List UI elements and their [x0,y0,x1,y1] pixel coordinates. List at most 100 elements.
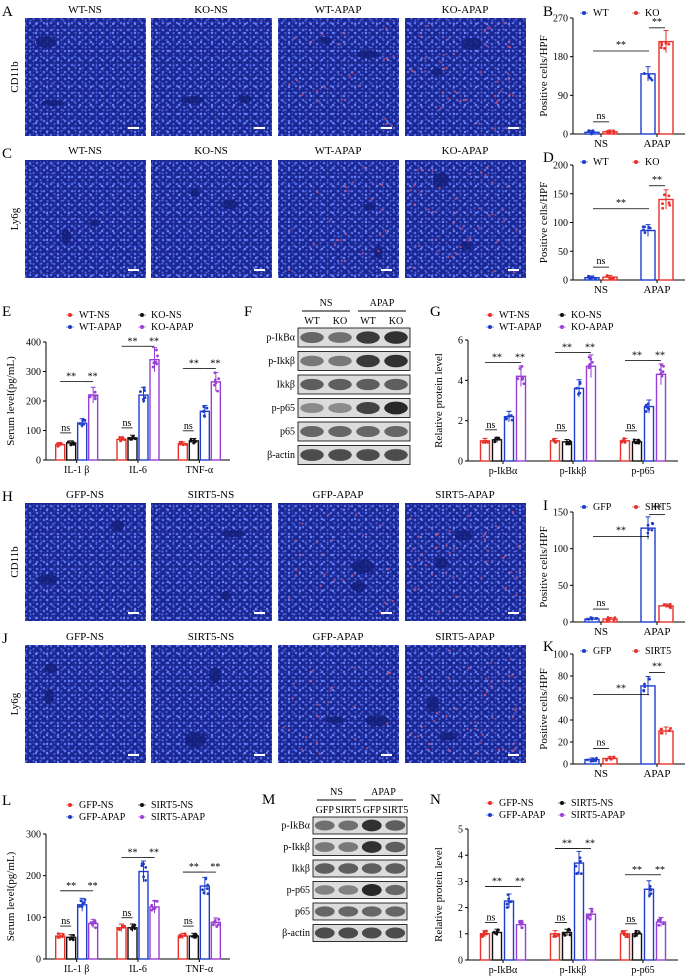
stained-cell [467,514,471,517]
bar-sirt5-ns [127,927,138,960]
data-point [178,933,182,937]
bar-gfp-apap [573,862,585,961]
bar-gfp-apap [199,885,211,960]
data-point [180,440,184,444]
stained-cell [288,596,291,599]
stained-cell [382,58,386,61]
stained-cell [514,709,517,712]
data-point [651,522,655,526]
bar-wt-apap [199,410,211,461]
blot-band [338,885,359,895]
stained-cell [419,35,422,38]
data-point [660,43,664,47]
data-point [605,274,609,278]
data-point [610,276,614,280]
bar-ko [658,198,674,281]
data-point [643,682,646,686]
stained-cell [500,208,503,211]
blot-band [328,402,352,414]
sig-label: ns [123,418,132,429]
scale-bar [128,612,139,614]
data-point [568,933,572,937]
blot-band [361,884,382,896]
stained-cell [417,735,420,738]
legend-label: WT [593,157,609,168]
stained-cell [495,240,498,244]
data-point [661,202,664,206]
stained-cell [480,576,483,579]
stained-cell [450,255,454,258]
panel-letter-j: J [2,631,8,647]
blot-band [300,425,324,438]
bar-sirt5-apap [210,921,222,960]
blot-protein-label: Ikkβ [277,380,295,391]
blot-band [314,820,335,831]
blot-lane-label: WT [304,316,320,327]
stained-cell [441,91,445,94]
stained-cell [425,564,428,567]
y-tick-label: 100 [553,544,568,555]
stained-cell [426,24,429,27]
data-point [659,46,663,50]
micro-vessel [189,188,200,197]
sig-label: ** [616,40,626,51]
stained-cell [300,748,304,751]
bar-sirt5-apap [655,921,667,961]
data-point [668,203,672,207]
sig-label: ** [492,877,502,888]
data-point [669,727,673,730]
blot-protein-label: p-IkBα [266,333,295,344]
data-point [58,934,62,938]
micro-vessel [363,203,376,211]
stained-cell [344,185,348,189]
stained-cell [499,90,502,93]
y-axis-label: Positive cells/HPF [538,182,550,264]
x-category-label: p-p65 [631,466,654,477]
stained-cell [412,70,415,73]
legend-label: KO [645,8,659,19]
stained-cell [511,94,515,97]
sig-label: ** [652,661,662,672]
data-point [575,386,579,390]
sig-label: ** [149,848,159,859]
blot-band [385,884,406,896]
stained-cell [384,601,387,604]
scale-bar [381,612,392,614]
blot-band [328,332,352,343]
stained-cell [504,587,507,591]
stained-cell [483,538,487,541]
data-point [83,419,87,422]
stained-cell [436,250,439,253]
data-point [589,759,593,763]
data-point [642,228,645,232]
blot-band [361,841,382,853]
data-point [215,925,219,928]
stained-cell [424,70,427,73]
stained-cell [384,229,387,232]
stained-cell [455,595,458,598]
stained-cell [427,748,430,751]
data-point [622,931,626,934]
y-tick-label: 0 [458,956,463,967]
data-point [595,756,598,760]
data-point [612,618,616,622]
blot-band [314,842,335,852]
blot-strip [297,421,411,442]
micro-title-j-4: SIRT5-APAP [435,631,494,643]
y-axis-label: Relative protein level [433,353,445,448]
data-point [89,921,93,924]
sig-label: ** [515,877,525,888]
chart-panel-n: 0 1 2 3 4 5 Relative protein level p-IkBα ns ** **… [430,792,678,976]
data-point [594,759,598,763]
stained-cell [446,97,450,100]
legend-label: SIRT5 [645,646,671,657]
stained-cell [429,742,432,745]
data-point [553,934,557,938]
blot-band [328,425,352,438]
data-point [662,193,666,197]
stained-cell [311,670,314,673]
stained-cell [507,45,510,48]
bar-wt-apap [138,394,149,461]
bar-sirt5-ns [491,931,503,961]
